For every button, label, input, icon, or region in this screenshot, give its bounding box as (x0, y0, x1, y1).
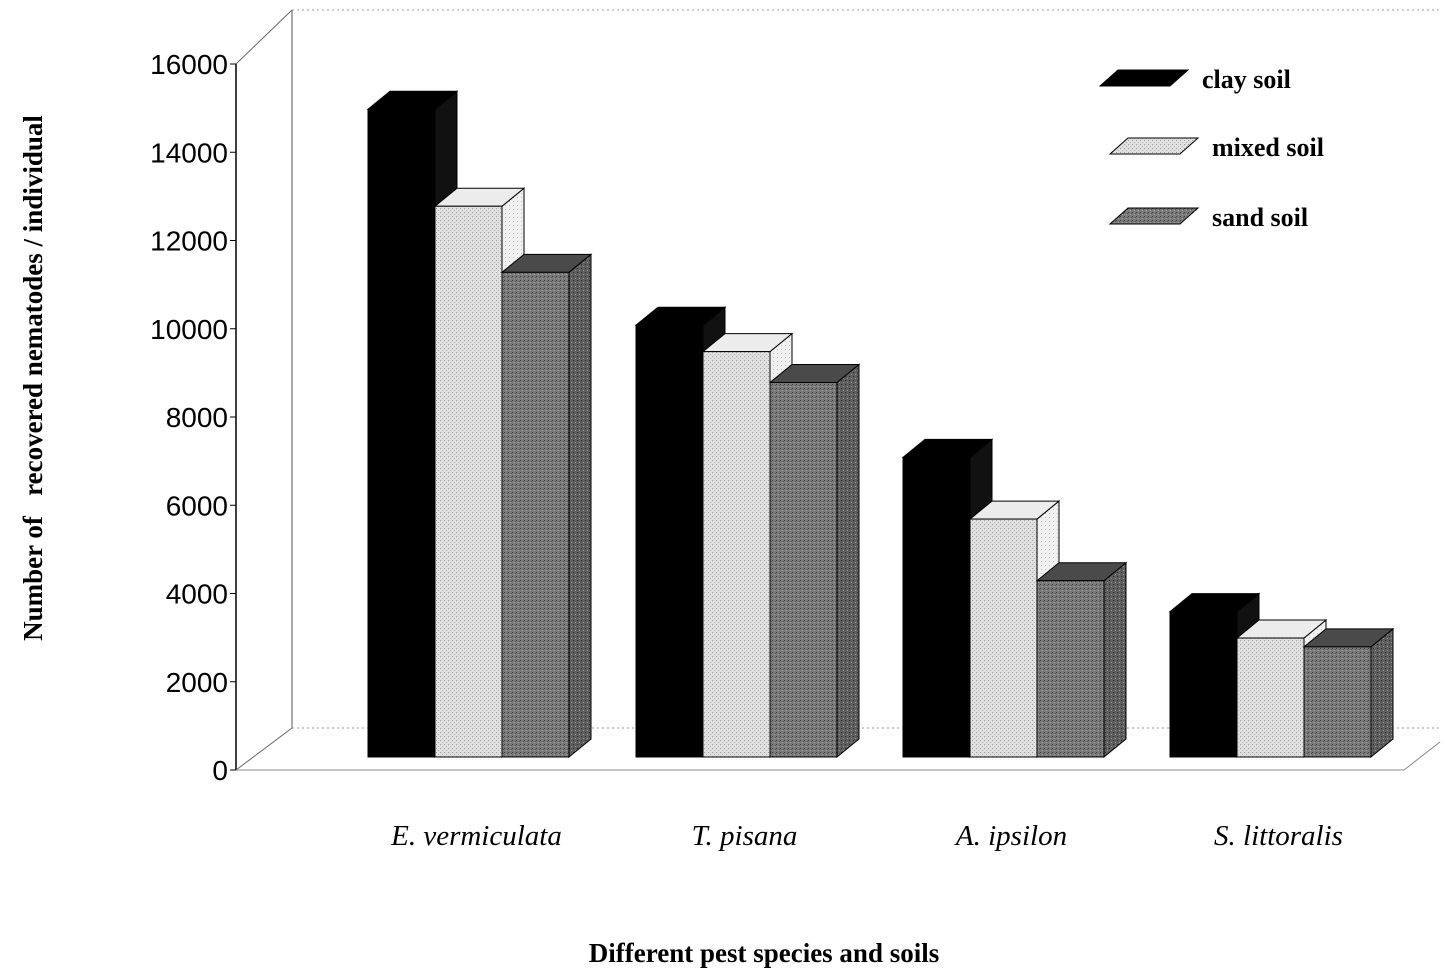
legend-label: clay soil (1202, 65, 1291, 94)
y-tick-label: 2000 (166, 667, 228, 698)
bar-sand-soil-3 (1035, 561, 1128, 759)
side-wall-top-diagonal (235, 9, 293, 65)
legend-item-mixed-soil: mixed soil (1108, 133, 1324, 162)
bar-side-face (568, 253, 592, 759)
bar-side-face (1103, 561, 1127, 759)
bar-front-face (434, 205, 503, 758)
y-axis-title: Number of recovered nematodes / individu… (18, 115, 48, 641)
bar-front-face (501, 271, 570, 758)
category-labels: E. vermiculata T. pisana A. ipsilon S. litt… (390, 820, 1343, 852)
bar-front-face (1169, 611, 1238, 758)
bar-side-face (836, 363, 860, 759)
legend-label: sand soil (1212, 203, 1308, 232)
side-wall-bottom-diagonal (235, 727, 293, 771)
bar-sand-soil-4 (1302, 627, 1395, 759)
bar-front-face (902, 456, 971, 758)
bar-sand-soil-1 (500, 253, 593, 759)
y-axis-ticks: 0 2000 4000 6000 8000 10000 12000 14000 16000 (150, 49, 236, 786)
y-tick-label: 0 (212, 755, 228, 786)
y-tick-label: 14000 (150, 137, 228, 168)
bar-front-face (769, 381, 838, 758)
floor-right-diagonal (1403, 741, 1441, 771)
category-label: A. ipsilon (954, 820, 1067, 852)
bar-front-face (635, 324, 704, 758)
category-label: T. pisana (692, 820, 798, 852)
bar-front-face (367, 108, 436, 758)
bar-side-face (1370, 627, 1394, 759)
y-tick-label: 10000 (150, 314, 228, 345)
bar-front-face (1236, 637, 1305, 758)
y-tick-label: 6000 (166, 490, 228, 521)
legend-swatch (1108, 207, 1200, 225)
legend-swatch (1108, 137, 1200, 155)
x-axis-title: Different pest species and soils (589, 938, 940, 968)
bar-front-face (969, 518, 1038, 758)
legend-item-sand-soil: sand soil (1108, 203, 1308, 232)
bars (366, 90, 1395, 759)
bar-front-face (1303, 646, 1372, 758)
bar-front-face (1036, 580, 1105, 758)
legend-item-clay-soil: clay soil (1098, 65, 1291, 94)
bar-sand-soil-2 (768, 363, 861, 759)
legend-swatch (1098, 69, 1190, 87)
legend-label: mixed soil (1212, 133, 1324, 162)
y-tick-label: 4000 (166, 579, 228, 610)
category-label: E. vermiculata (390, 820, 562, 852)
bar-front-face (702, 351, 771, 758)
legend: clay soil mixed soil sand soil (1098, 65, 1324, 232)
category-label: S. littoralis (1214, 820, 1343, 852)
y-tick-label: 8000 (166, 402, 228, 433)
y-tick-label: 16000 (150, 49, 228, 80)
y-tick-label: 12000 (150, 226, 228, 257)
